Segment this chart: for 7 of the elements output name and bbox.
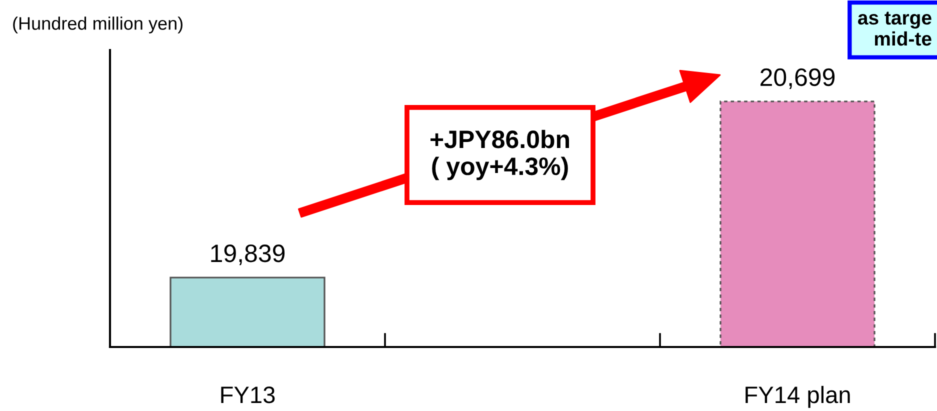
- data-label: 20,699: [760, 68, 835, 90]
- x-tick-label: FY13: [221, 386, 275, 404]
- text: as targe mid-te: [858, 12, 932, 46]
- annotation: +JPY86.0bn ( yoy+4.3%): [430, 130, 569, 180]
- y-axis-title: (Hundred million yen): [13, 16, 182, 34]
- data-label: 19,839: [211, 244, 285, 266]
- x-tick-label: FY14 plan: [746, 386, 850, 408]
